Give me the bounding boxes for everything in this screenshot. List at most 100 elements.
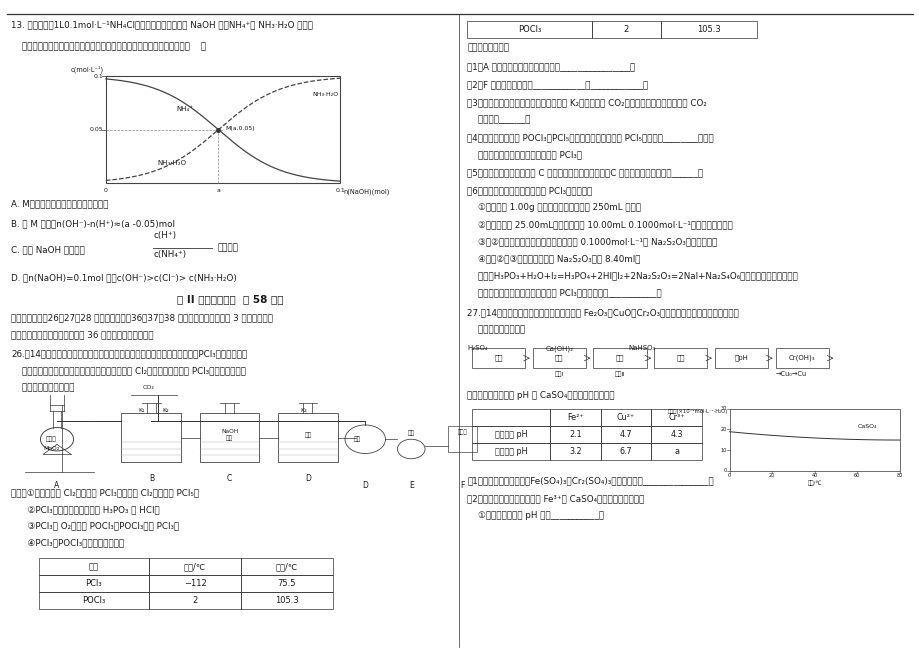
Text: 过滤: 过滤 <box>554 355 563 361</box>
Text: c(H⁺): c(H⁺) <box>153 231 176 240</box>
Text: （5）实验结束时，可以利用 C 中的试剂吸收多余的氯气，C 中反应的离子方程式为______；: （5）实验结束时，可以利用 C 中的试剂吸收多余的氯气，C 中反应的离子方程式为… <box>467 168 703 177</box>
Text: A: A <box>54 482 60 491</box>
Text: 熔点/℃: 熔点/℃ <box>184 562 206 571</box>
Text: 4.3: 4.3 <box>670 430 682 439</box>
Text: 完全沉淀 pH: 完全沉淀 pH <box>494 447 527 456</box>
Text: 4.7: 4.7 <box>619 430 631 439</box>
Text: 已知：①黄磷与少量 Cl₂反应生成 PCl₃，与过量 Cl₂反应生成 PCl₅；: 已知：①黄磷与少量 Cl₂反应生成 PCl₃，与过量 Cl₂反应生成 PCl₅； <box>11 488 199 497</box>
Text: 0.1: 0.1 <box>93 73 103 79</box>
Text: Fe²⁺: Fe²⁺ <box>566 413 584 422</box>
Text: c(NH₄⁺): c(NH₄⁺) <box>153 250 187 259</box>
Text: ④重复②、③操作，平均消耗 Na₂S₂O₃溶液 8.40ml。: ④重复②、③操作，平均消耗 Na₂S₂O₃溶液 8.40ml。 <box>467 254 641 263</box>
Text: M(a,0.05): M(a,0.05) <box>225 126 255 131</box>
Bar <box>550 409 600 426</box>
Text: →Cu₀→Cu: →Cu₀→Cu <box>775 371 806 377</box>
Bar <box>471 443 550 460</box>
Text: 27.（14分）工业上利用电镀污泥（主要含有 Fe₂O₃、CuO、Cr₂O₃及部分难溶杂质）回收铜和铬等金: 27.（14分）工业上利用电镀污泥（主要含有 Fe₂O₃、CuO、Cr₂O₃及部… <box>467 309 739 318</box>
Bar <box>448 426 477 452</box>
Text: Cu²⁺: Cu²⁺ <box>617 413 634 422</box>
Text: C: C <box>227 474 232 483</box>
Bar <box>591 21 660 38</box>
Text: 10: 10 <box>720 448 726 452</box>
Text: 黄磷: 黄磷 <box>354 436 361 441</box>
Bar <box>278 413 337 462</box>
Text: 6.7: 6.7 <box>619 447 631 456</box>
Text: Cr(OH)₃: Cr(OH)₃ <box>789 355 814 361</box>
Bar <box>149 575 241 592</box>
Text: ①加入石灰乳调节 pH 到约___________，: ①加入石灰乳调节 pH 到约___________， <box>467 511 604 520</box>
Text: 调pH: 调pH <box>733 355 748 361</box>
Bar <box>593 348 646 368</box>
Bar <box>241 592 333 609</box>
Text: （6）通过下面方法可测定产品中 PCl₃的质量分数: （6）通过下面方法可测定产品中 PCl₃的质量分数 <box>467 187 592 196</box>
Bar <box>532 348 585 368</box>
Text: 0: 0 <box>727 473 731 478</box>
Text: （4）粗产品中常含有 POCl₃、PCl₅等，加入黄磷加热除去 PCl₅后，通过________（填实: （4）粗产品中常含有 POCl₃、PCl₅等，加入黄磷加热除去 PCl₅后，通过… <box>467 133 713 142</box>
Text: D: D <box>304 474 311 483</box>
Bar <box>39 558 149 575</box>
Text: C. 随着 NaOH 的加入，: C. 随着 NaOH 的加入， <box>11 245 85 254</box>
Text: E: E <box>408 482 414 491</box>
Text: （3）实验时，检查装置气密性后，先打开 K₂通入干燥的 CO₂，再迅速加入黄磷。通干燥 CO₂: （3）实验时，检查装置气密性后，先打开 K₂通入干燥的 CO₂，再迅速加入黄磷。… <box>467 98 707 107</box>
Text: 20: 20 <box>768 473 775 478</box>
Text: 碱析: 碱析 <box>615 355 624 361</box>
Text: 第 II 卷（非选择题  共 58 分）: 第 II 卷（非选择题 共 58 分） <box>176 294 283 304</box>
Text: 碱石灰: 碱石灰 <box>458 430 467 435</box>
Text: ①迅速移取 1.00g 产品，加水反应后配成 250mL 溶液；: ①迅速移取 1.00g 产品，加水反应后配成 250mL 溶液； <box>467 203 641 213</box>
Bar <box>467 21 591 38</box>
Text: NH₃·H₂O: NH₃·H₂O <box>312 92 338 97</box>
Text: a: a <box>216 188 221 193</box>
Bar <box>651 409 701 426</box>
Bar <box>471 348 525 368</box>
Text: 30: 30 <box>720 406 726 411</box>
Text: 开始沉淀 pH: 开始沉淀 pH <box>494 430 527 439</box>
Bar <box>471 426 550 443</box>
Text: ③PCl₃遇 O₂会生成 POCl₃，POCl₃溶于 PCl₃；: ③PCl₃遇 O₂会生成 POCl₃，POCl₃溶于 PCl₃； <box>11 522 179 531</box>
Text: 20: 20 <box>720 427 726 432</box>
Bar <box>651 443 701 460</box>
Text: PCl₃: PCl₃ <box>85 579 102 588</box>
Text: 0.05: 0.05 <box>89 127 103 132</box>
Text: NH₄⁺: NH₄⁺ <box>176 106 193 112</box>
Text: CO₂: CO₂ <box>143 385 154 390</box>
Text: 105.3: 105.3 <box>275 596 299 605</box>
Text: ③向②所得溶液中加入几滴淀粉溶液，用 0.1000mol·L⁻¹的 Na₂S₂O₃，溶液滴定；: ③向②所得溶液中加入几滴淀粉溶液，用 0.1000mol·L⁻¹的 Na₂S₂O… <box>467 237 717 246</box>
Text: D: D <box>362 482 368 491</box>
Text: H₂SO₄: H₂SO₄ <box>467 345 487 351</box>
Text: 2: 2 <box>192 596 198 605</box>
Text: Cr³⁺: Cr³⁺ <box>668 413 684 422</box>
Text: 滤液Ⅱ: 滤液Ⅱ <box>614 371 625 377</box>
Bar <box>39 592 149 609</box>
Text: 属，回收流程如下：: 属，回收流程如下： <box>467 326 525 335</box>
Bar <box>775 348 828 368</box>
Bar <box>471 409 550 426</box>
Text: K₂: K₂ <box>163 408 169 413</box>
Bar <box>106 76 340 183</box>
Text: NH₃·H₂O: NH₃·H₂O <box>157 160 187 166</box>
Bar <box>651 426 701 443</box>
Text: A. M点溶液中水的电离程度比原溶液小: A. M点溶液中水的电离程度比原溶液小 <box>11 200 108 209</box>
Text: 滤液Ⅰ: 滤液Ⅰ <box>554 371 563 377</box>
Text: 80: 80 <box>896 473 902 478</box>
Bar <box>600 426 651 443</box>
Text: 溶解度(×10⁻²mol·L⁻¹·H₂O): 溶解度(×10⁻²mol·L⁻¹·H₂O) <box>667 409 727 414</box>
Bar <box>39 575 149 592</box>
Text: 验操作名称），即可得到较纯净的 PCl₃；: 验操作名称），即可得到较纯净的 PCl₃； <box>467 150 582 159</box>
Text: 2.1: 2.1 <box>569 430 581 439</box>
Text: MnO₂: MnO₂ <box>43 446 60 450</box>
Text: 物质: 物质 <box>89 562 98 571</box>
Bar <box>550 443 600 460</box>
Text: （1）在浸出过程中除生成Fe(SO₄)₃、Cr₂(SO₄)₃外，主要还有_______________。: （1）在浸出过程中除生成Fe(SO₄)₃、Cr₂(SO₄)₃外，主要还有____… <box>467 476 713 485</box>
Text: 一个试题，若三个试题都做，以 36 题为标准进行评分。）: 一个试题，若三个试题都做，以 36 题为标准进行评分。） <box>11 330 153 339</box>
Bar <box>714 348 767 368</box>
Text: 请回答下列问题：: 请回答下列问题： <box>467 44 509 53</box>
Bar <box>149 592 241 609</box>
Text: K₃: K₃ <box>301 408 307 413</box>
Text: （2）F 中碱石灰的作用是____________、____________；: （2）F 中碱石灰的作用是____________、____________； <box>467 80 648 89</box>
Text: CaSO₄: CaSO₄ <box>857 424 876 429</box>
Text: 60: 60 <box>853 473 859 478</box>
Bar <box>199 413 259 462</box>
Text: D. 当n(NaOH)=0.1mol 时，c(OH⁻)>c(Cl⁻)> c(NH₃·H₂O): D. 当n(NaOH)=0.1mol 时，c(OH⁻)>c(Cl⁻)> c(NH… <box>11 273 237 282</box>
Text: 75.5: 75.5 <box>278 579 296 588</box>
Text: 的掺杂剂。实验室要用黄磷（即白磷）与干燥的 Cl₂模拟工业生产制取 PCl₃，装置如图所示: 的掺杂剂。实验室要用黄磷（即白磷）与干燥的 Cl₂模拟工业生产制取 PCl₃，装… <box>11 367 245 376</box>
